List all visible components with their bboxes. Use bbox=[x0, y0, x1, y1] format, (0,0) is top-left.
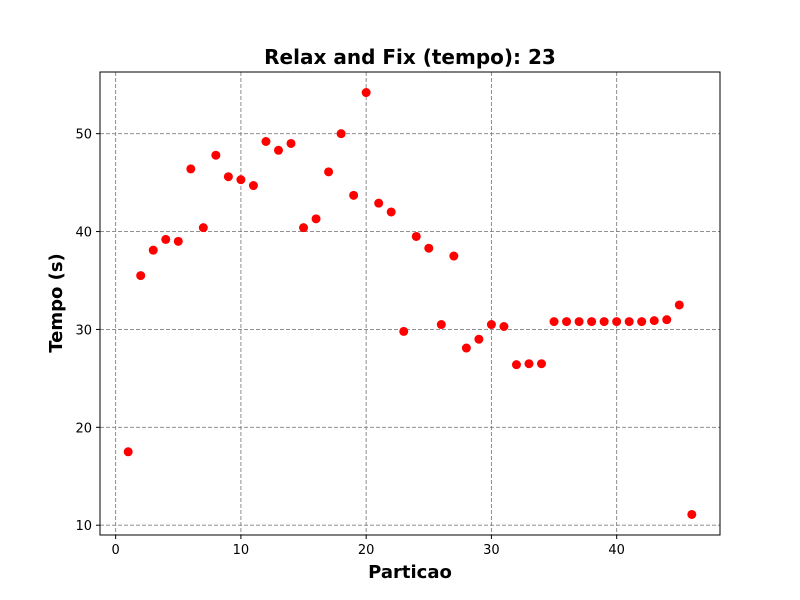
data-point bbox=[198, 223, 208, 233]
data-point bbox=[148, 245, 158, 255]
data-point bbox=[424, 243, 434, 253]
data-point bbox=[211, 150, 221, 160]
data-point bbox=[461, 343, 471, 353]
data-point bbox=[511, 360, 521, 370]
data-point bbox=[449, 251, 459, 261]
x-tick-label: 30 bbox=[483, 543, 500, 558]
data-point bbox=[411, 231, 421, 241]
y-axis-label: Tempo (s) bbox=[46, 253, 67, 353]
data-point bbox=[299, 223, 309, 233]
data-point bbox=[286, 138, 296, 148]
plot-frame bbox=[99, 71, 721, 536]
data-point bbox=[273, 145, 283, 155]
y-tick-label: 30 bbox=[75, 323, 92, 338]
x-tick-label: 20 bbox=[358, 543, 375, 558]
data-point bbox=[399, 326, 409, 336]
chart-title: Relax and Fix (tempo): 23 bbox=[264, 45, 556, 69]
x-tick-label: 0 bbox=[112, 543, 120, 558]
grid-lines bbox=[100, 72, 720, 535]
data-point bbox=[624, 317, 634, 327]
data-point bbox=[374, 198, 384, 208]
data-point bbox=[474, 334, 484, 344]
data-point bbox=[386, 207, 396, 217]
data-point bbox=[336, 129, 346, 139]
data-point bbox=[574, 317, 584, 327]
y-tick-label: 40 bbox=[75, 226, 92, 241]
data-point bbox=[599, 317, 609, 327]
data-points bbox=[123, 88, 697, 519]
y-tick-label: 10 bbox=[75, 519, 92, 534]
x-axis-label: Particao bbox=[368, 562, 452, 583]
data-point bbox=[674, 300, 684, 310]
data-point bbox=[562, 317, 572, 327]
data-point bbox=[136, 271, 146, 281]
data-point bbox=[524, 359, 534, 369]
data-point bbox=[486, 320, 496, 330]
axis-ticks: 0 10 20 30 40 10 20 30 40 50 bbox=[75, 128, 624, 558]
data-point bbox=[361, 88, 371, 98]
data-point bbox=[587, 317, 597, 327]
data-point bbox=[662, 315, 672, 325]
data-point bbox=[436, 320, 446, 330]
x-tick-label: 40 bbox=[608, 543, 625, 558]
data-point bbox=[236, 175, 246, 185]
data-point bbox=[123, 447, 133, 457]
data-point bbox=[499, 322, 509, 332]
data-point bbox=[649, 316, 659, 326]
data-point bbox=[324, 167, 334, 177]
data-point bbox=[349, 190, 359, 200]
y-tick-label: 50 bbox=[75, 128, 92, 143]
data-point bbox=[537, 359, 547, 369]
data-point bbox=[248, 181, 258, 191]
y-tick-label: 20 bbox=[75, 421, 92, 436]
x-tick-label: 10 bbox=[233, 543, 250, 558]
data-point bbox=[186, 164, 196, 174]
data-point bbox=[261, 136, 271, 146]
data-point bbox=[311, 214, 321, 224]
data-point bbox=[637, 317, 647, 327]
data-point bbox=[223, 172, 233, 182]
data-point bbox=[687, 509, 697, 519]
data-point bbox=[612, 317, 622, 327]
data-point bbox=[173, 236, 183, 246]
data-point bbox=[161, 234, 171, 244]
data-point bbox=[549, 317, 559, 327]
